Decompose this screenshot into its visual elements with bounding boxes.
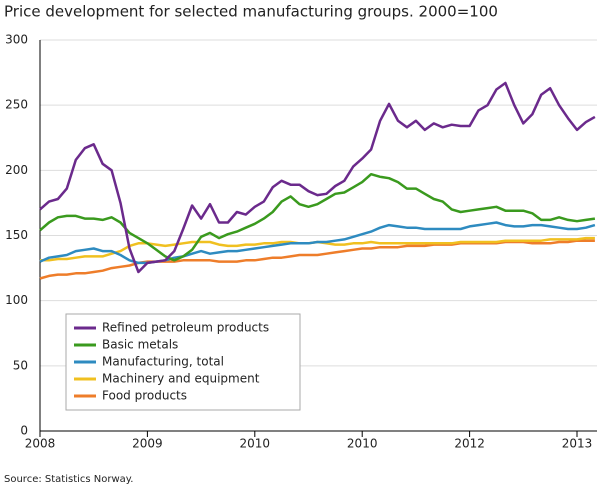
legend: Refined petroleum products Basic metals Ma…: [74, 321, 269, 403]
y-tick-label: 0: [20, 424, 28, 438]
x-tick-label: 2010: [347, 437, 378, 451]
series-line: [39, 239, 595, 280]
series-line: [39, 81, 596, 274]
x-tick-label: 2013: [562, 437, 593, 451]
y-tick-label: 200: [5, 163, 28, 177]
legend-label: Machinery and equipment: [102, 372, 260, 386]
x-tick-label: 2012: [454, 437, 485, 451]
legend-label: Basic metals: [102, 338, 178, 352]
y-tick-label: 50: [13, 358, 28, 372]
plot-lines: [39, 81, 596, 280]
x-tick-label: 2008: [25, 437, 56, 451]
x-tick-label: 2010: [240, 437, 271, 451]
legend-label: Refined petroleum products: [102, 321, 269, 335]
legend-label: Food products: [102, 389, 187, 403]
y-tick-label: 150: [5, 228, 28, 242]
x-tick-label: 2009: [132, 437, 163, 451]
chart-title: Price development for selected manufactu…: [4, 3, 498, 21]
y-tick-label: 250: [5, 98, 28, 112]
y-tick-label: 300: [5, 33, 28, 47]
grid: 0 50 100 150 200 250 300 2008 2009 2010 2010 2012 20…: [5, 33, 597, 451]
source-note: Source: Statistics Norway.: [4, 474, 133, 485]
legend-label: Manufacturing, total: [102, 355, 224, 369]
legend-box: [65, 313, 301, 411]
series-line: [39, 172, 596, 262]
y-tick-label: 100: [5, 293, 28, 307]
series-line: [39, 221, 596, 265]
